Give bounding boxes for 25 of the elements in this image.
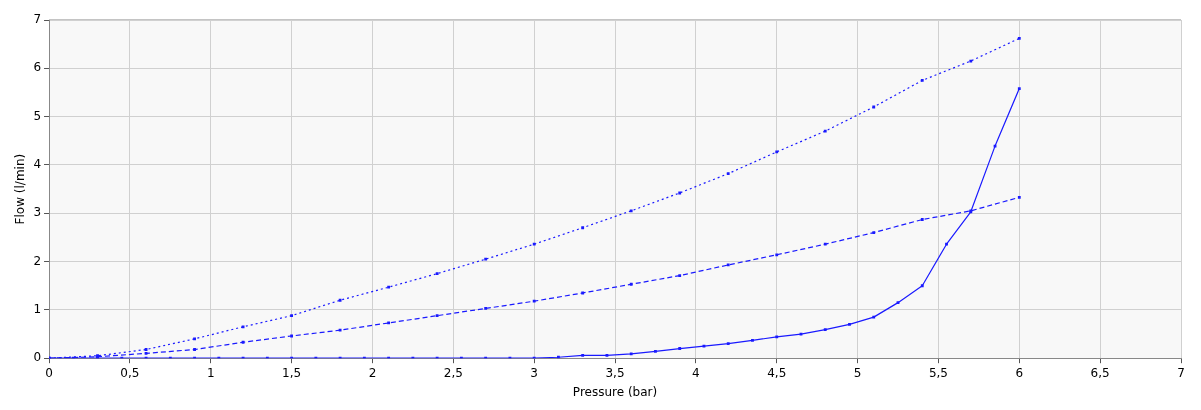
y-tick-label: 2	[33, 253, 42, 268]
x-axis-title: Pressure (bar)	[572, 384, 658, 399]
x-tick-label: 5	[853, 365, 862, 380]
x-tick-label: 6	[1015, 365, 1024, 380]
x-tick-label: 6,5	[1090, 365, 1110, 380]
x-tick-label: 4,5	[767, 365, 787, 380]
x-tick-label: 0,5	[120, 365, 140, 380]
y-axis-title: Flow (l/min)	[13, 153, 28, 225]
x-tick-label: 7	[1177, 365, 1185, 380]
y-tick-label: 5	[33, 108, 42, 123]
x-tick-label: 3	[530, 365, 538, 380]
y-tick-label: 1	[33, 302, 42, 317]
x-tick-label: 1,5	[282, 365, 302, 380]
x-tick-label: 4	[692, 365, 700, 380]
x-tick-label: 2,5	[443, 365, 463, 380]
x-tick-label: 5,5	[928, 365, 948, 380]
y-tick-label: 0	[33, 350, 42, 365]
y-tick-label: 7	[33, 12, 42, 27]
x-tick-label: 0	[45, 365, 53, 380]
x-tick-label: 2	[368, 365, 377, 380]
x-tick-label: 3,5	[605, 365, 625, 380]
y-tick-label: 3	[33, 205, 42, 220]
y-tick-label: 4	[33, 157, 42, 172]
x-tick-label: 1	[206, 365, 215, 380]
y-tick-label: 6	[33, 60, 42, 75]
